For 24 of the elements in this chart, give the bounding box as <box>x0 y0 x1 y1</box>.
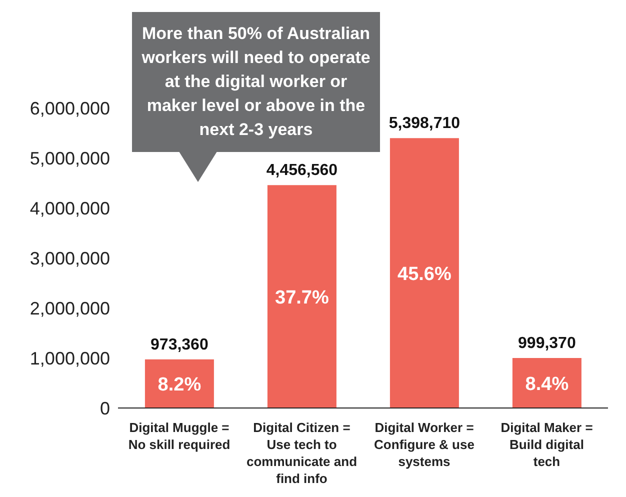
annotation: 8.2% <box>158 374 202 396</box>
x-tick-label: Digital Citizen = Use tech to communicate and find info <box>246 420 358 486</box>
data-label: 973,360 <box>150 336 208 354</box>
x-tick-label: Digital Muggle = No skill required <box>128 420 230 452</box>
y-tick-label: 3,000,000 <box>30 248 110 268</box>
y-tick-label: 6,000,000 <box>30 98 110 118</box>
annotation: 8.4% <box>525 374 569 396</box>
y-tick-label: 4,000,000 <box>30 198 110 218</box>
x-tick-label: Digital Maker = Build digital tech <box>500 420 594 469</box>
callout-box: More than 50% of Australian workers will need to operate at the digital worker or maker level or above in the next 2-3 years <box>132 12 380 152</box>
y-tick-label: 5,000,000 <box>30 148 110 168</box>
data-label: 4,456,560 <box>266 162 338 180</box>
data-label: 999,370 <box>518 335 576 352</box>
y-tick-label: 1,000,000 <box>30 348 110 368</box>
data-label: 5,398,710 <box>388 115 460 132</box>
bar <box>512 358 582 408</box>
annotation: 37.7% <box>275 288 329 309</box>
bar <box>267 185 336 408</box>
y-tick-label: 2,000,000 <box>30 298 110 318</box>
x-tick-label: Digital Worker = Configure & use systems <box>374 420 474 469</box>
y-tick-label: 0 <box>100 398 110 418</box>
annotation: 45.6% <box>398 264 452 286</box>
bar <box>390 138 459 408</box>
bar <box>144 359 214 408</box>
